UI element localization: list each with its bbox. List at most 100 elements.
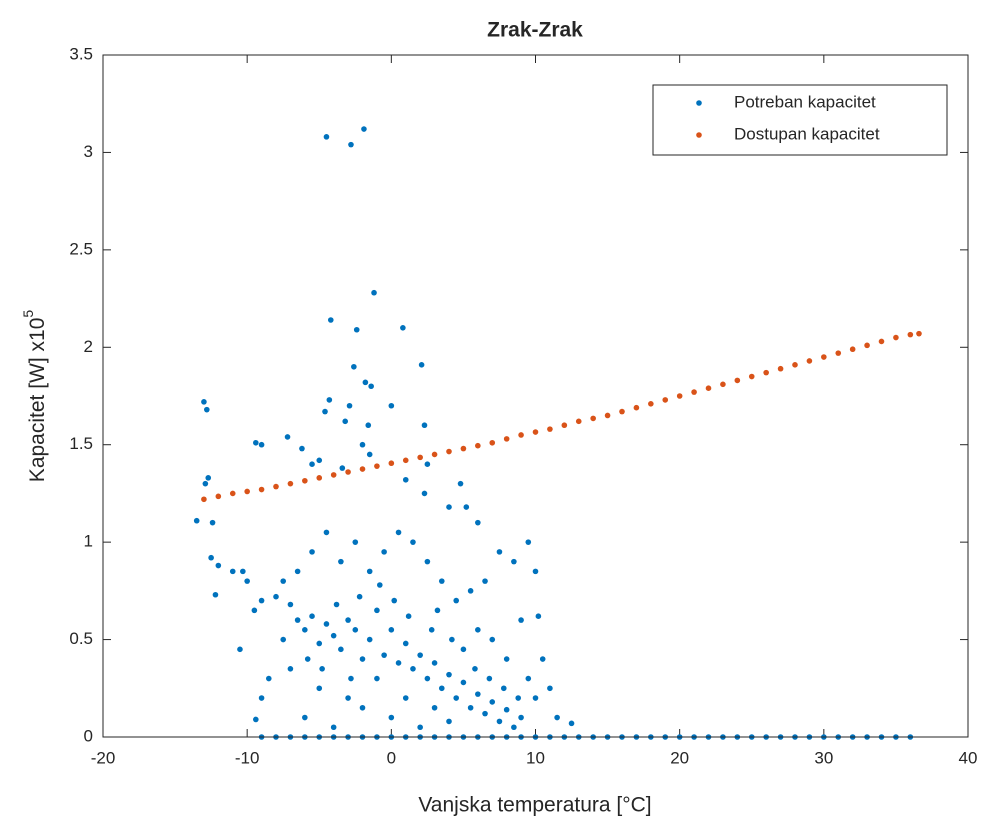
- point: [265, 675, 272, 682]
- point: [316, 475, 323, 481]
- point: [299, 445, 305, 452]
- point: [326, 397, 333, 403]
- point: [410, 539, 416, 545]
- point: [201, 399, 207, 405]
- y-tick-label: 0: [84, 726, 93, 745]
- point: [371, 289, 377, 296]
- point: [417, 724, 423, 731]
- point: [821, 354, 827, 360]
- point: [417, 652, 423, 658]
- y-tick-label: 2.5: [69, 239, 93, 258]
- x-axis-label: Vanjska temperatura [°C]: [418, 794, 651, 817]
- point: [346, 402, 353, 409]
- point: [374, 675, 380, 682]
- point: [323, 134, 330, 140]
- point: [547, 685, 553, 692]
- point: [554, 714, 560, 721]
- point: [496, 718, 503, 725]
- point: [388, 402, 395, 409]
- point: [356, 593, 363, 600]
- point: [209, 519, 216, 526]
- point: [792, 362, 798, 368]
- point: [244, 578, 250, 584]
- legend-marker: [696, 100, 702, 106]
- point: [215, 493, 222, 500]
- point: [518, 432, 524, 438]
- point: [359, 704, 366, 711]
- point: [273, 483, 279, 490]
- point: [511, 724, 517, 731]
- y-axis-label-exponent: 5: [20, 310, 36, 318]
- point: [258, 597, 265, 604]
- point: [438, 685, 445, 692]
- point: [434, 607, 441, 614]
- point: [410, 666, 416, 672]
- point: [212, 591, 219, 598]
- point: [366, 451, 373, 458]
- point: [352, 627, 359, 633]
- point: [590, 415, 596, 422]
- x-tick-label: 40: [959, 748, 978, 767]
- point: [503, 656, 510, 662]
- y-tick-label: 2: [84, 337, 93, 356]
- point: [368, 383, 374, 390]
- point: [424, 461, 431, 468]
- point: [323, 621, 330, 627]
- point: [348, 141, 354, 148]
- point: [253, 439, 259, 446]
- point: [309, 549, 315, 555]
- point: [431, 660, 438, 666]
- point: [535, 613, 542, 619]
- point: [457, 480, 464, 487]
- point: [287, 601, 294, 608]
- point: [500, 685, 507, 692]
- point: [489, 636, 496, 643]
- y-tick-label: 0.5: [69, 629, 93, 648]
- point: [294, 568, 301, 575]
- point: [835, 350, 842, 356]
- point: [395, 660, 402, 666]
- point: [431, 704, 438, 711]
- point: [365, 422, 372, 429]
- point: [330, 632, 337, 639]
- point: [748, 373, 755, 380]
- legend: Potreban kapacitet Dostupan kapacitet: [652, 84, 948, 156]
- point: [916, 330, 922, 337]
- point: [402, 695, 409, 701]
- point: [619, 408, 625, 415]
- point: [460, 679, 467, 686]
- point: [777, 365, 784, 372]
- point: [907, 331, 914, 338]
- legend-label: Dostupan kapacitet: [734, 124, 880, 143]
- x-tick-label: 10: [526, 748, 545, 767]
- point: [339, 465, 346, 471]
- point: [449, 636, 455, 643]
- point: [316, 640, 323, 647]
- point: [309, 461, 315, 468]
- point: [518, 714, 524, 721]
- point: [525, 539, 532, 545]
- point: [460, 445, 467, 452]
- point: [424, 558, 431, 565]
- point: [374, 463, 380, 469]
- point: [280, 636, 287, 643]
- point: [720, 381, 726, 388]
- point: [377, 582, 383, 588]
- point: [338, 558, 344, 565]
- point: [388, 627, 395, 633]
- point: [359, 656, 366, 662]
- point: [428, 627, 435, 633]
- x-tick-label: 0: [387, 748, 396, 767]
- point: [460, 646, 467, 653]
- point: [302, 477, 308, 484]
- point: [333, 601, 340, 608]
- point: [388, 460, 395, 467]
- point: [240, 568, 246, 575]
- point: [361, 126, 367, 132]
- point: [345, 695, 351, 701]
- point: [453, 695, 460, 701]
- point: [273, 593, 279, 600]
- y-tick-label: 1: [84, 532, 93, 551]
- x-tick-label: -10: [235, 748, 260, 767]
